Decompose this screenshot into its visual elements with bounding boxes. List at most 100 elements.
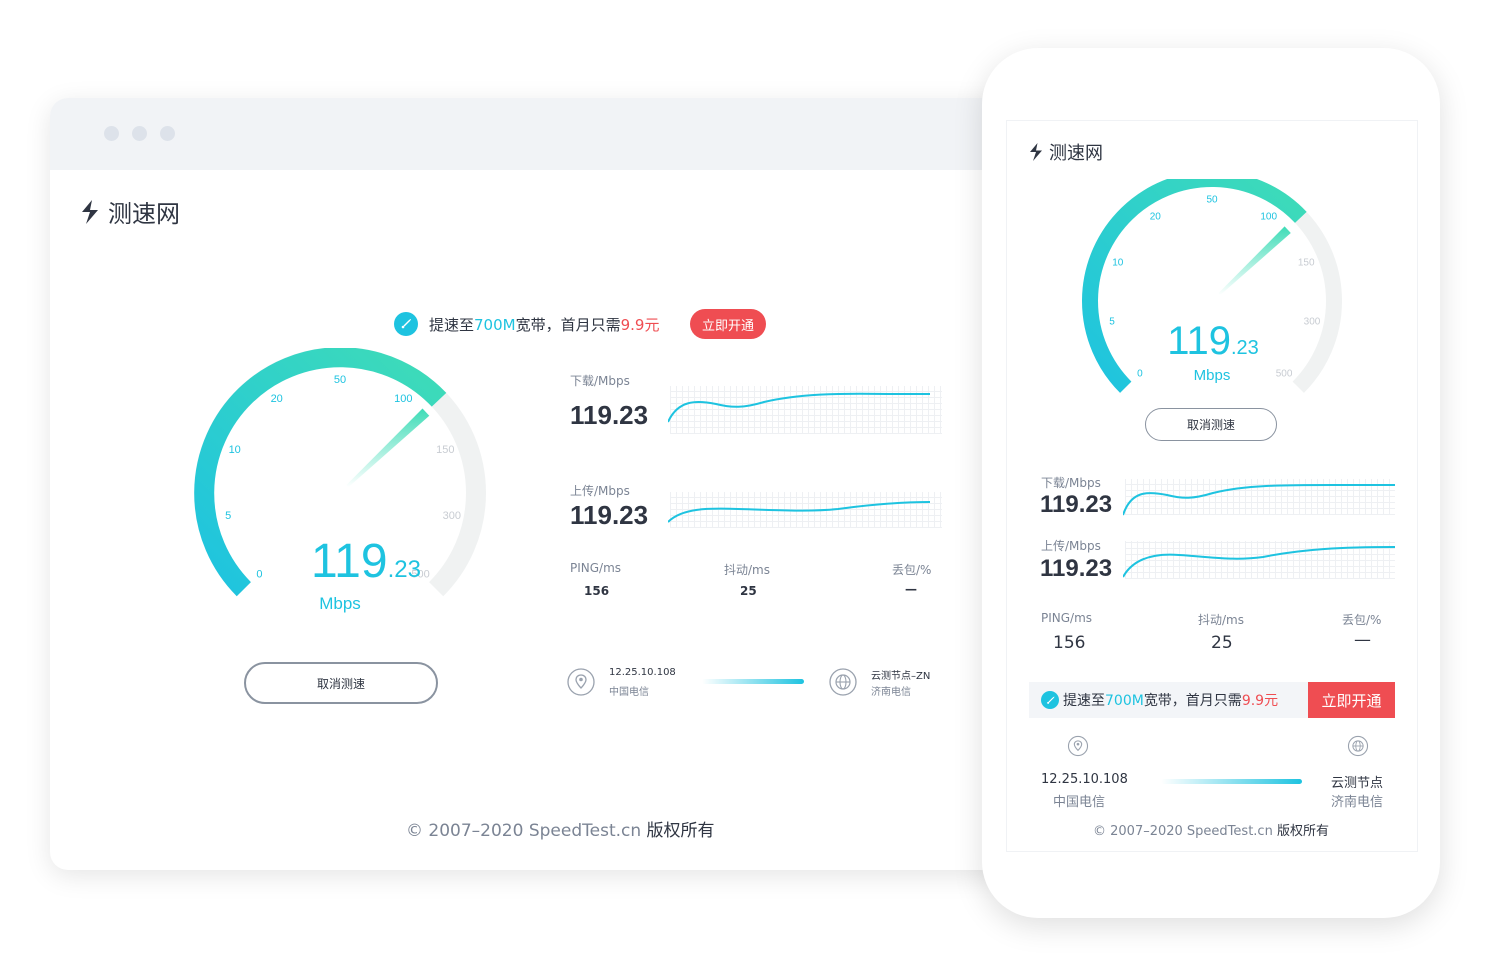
mobile-packet-loss-value: — — [1354, 630, 1371, 650]
connection-progress — [702, 679, 804, 684]
gauge-tick-label: 20 — [271, 393, 283, 405]
promo-mid: 宽带，首月只需 — [515, 316, 621, 334]
footer-rights: 版权所有 — [646, 821, 715, 841]
mobile-jitter-value: 25 — [1211, 633, 1233, 653]
mobile-download-label: 下载/Mbps — [1041, 476, 1101, 490]
gauge-tick-label: 300 — [443, 510, 461, 522]
upload-label: 上传/Mbps — [570, 484, 630, 498]
mobile-globe-icon — [1347, 735, 1369, 757]
mobile-promo-activate-button[interactable]: 立即开通 — [1308, 682, 1395, 718]
speedtest-logo-icon — [1030, 143, 1042, 161]
upload-chart — [668, 501, 931, 523]
mobile-jitter-label: 抖动/ms — [1198, 613, 1244, 627]
footer-copyright: © 2007–2020 SpeedTest.cn 版权所有 — [406, 816, 715, 841]
mobile-screen: 测速网 0 5 10 20 50 100 150 300 500 119.23 Mbps 取 — [1006, 120, 1418, 852]
server-name: 云测节点–ZN — [871, 671, 931, 682]
mobile-brand-logo[interactable]: 测速网 — [1027, 139, 1103, 165]
mobile-promo-text: 提速至700M宽带，首月只需9.9元 — [1063, 690, 1278, 710]
gauge-tick-label: 300 — [1304, 316, 1321, 327]
gauge-needle — [346, 408, 430, 488]
gauge-tick-label: 5 — [225, 510, 231, 522]
mobile-promo-mid: 宽带，首月只需 — [1143, 693, 1242, 709]
cancel-test-button[interactable]: 取消测速 — [244, 662, 438, 704]
gauge-tick-label: 150 — [436, 444, 454, 456]
promo-activate-button[interactable]: 立即开通 — [690, 309, 766, 339]
packet-loss-label: 丢包/% — [892, 563, 932, 577]
jitter-value: 25 — [740, 584, 757, 598]
gauge-value-int: 119 — [311, 535, 388, 588]
gauge-unit: Mbps — [319, 594, 361, 613]
packet-loss-value: — — [905, 582, 917, 596]
client-ip: 12.25.10.108 — [609, 667, 676, 678]
mobile-ping-value: 156 — [1053, 633, 1086, 653]
mobile-speed-gauge: 0 5 10 20 50 100 150 300 500 — [1082, 179, 1342, 393]
gauge-tick-label: 150 — [1298, 258, 1315, 269]
window-dot-minimize[interactable] — [132, 126, 147, 141]
gauge-tick-label: 20 — [1150, 212, 1162, 223]
window-titlebar — [50, 98, 1040, 170]
mobile-location-pin-icon — [1067, 735, 1089, 757]
speedtest-logo-icon — [82, 199, 98, 224]
mobile-client-ip: 12.25.10.108 — [1041, 772, 1128, 787]
gauge-progress-arc — [194, 348, 447, 597]
gauge-tick-label: 10 — [229, 444, 241, 456]
gauge-tick-label: 0 — [256, 569, 262, 581]
mobile-gauge-progress-arc — [1082, 179, 1307, 393]
brand-logo[interactable]: 测速网 — [78, 194, 180, 229]
download-value: 119.23 — [570, 400, 649, 430]
mobile-download-value: 119.23 — [1040, 491, 1113, 518]
gauge-tick-label: 500 — [1276, 369, 1293, 380]
mobile-promo-price: 9.9元 — [1241, 693, 1279, 709]
mobile-promo-prefix: 提速至 — [1063, 693, 1105, 709]
window-dot-maximize[interactable] — [160, 126, 175, 141]
mobile-gauge-needle — [1218, 226, 1291, 296]
gauge-tick-label: 5 — [1109, 316, 1115, 327]
mobile-upload-value: 119.23 — [1040, 555, 1113, 582]
footer-copyright-text: © 2007–2020 SpeedTest.cn — [406, 821, 642, 841]
ping-label: PING/ms — [570, 561, 622, 575]
mobile-rocket-icon — [1041, 691, 1059, 709]
gauge-tick-label: 500 — [411, 569, 429, 581]
server-isp: 济南电信 — [871, 687, 911, 698]
gauge-tick-label: 50 — [1206, 195, 1218, 206]
download-line — [668, 392, 930, 423]
brand-name: 测速网 — [108, 200, 180, 228]
mobile-footer-rights: 版权所有 — [1276, 824, 1329, 839]
globe-icon — [829, 668, 857, 696]
client-isp: 中国电信 — [609, 687, 649, 698]
mobile-device: 测速网 0 5 10 20 50 100 150 300 500 119.23 Mbps 取 — [982, 48, 1440, 918]
promo-text: 提速至700M宽带，首月只需9.9元 — [429, 314, 659, 335]
gauge-tick-label: 100 — [1260, 212, 1277, 223]
download-label: 下载/Mbps — [570, 374, 630, 388]
upload-line — [668, 501, 931, 523]
mobile-promo-speed: 700M — [1105, 693, 1144, 709]
window-dot-close[interactable] — [104, 126, 119, 141]
gauge-tick-label: 0 — [1137, 369, 1143, 380]
mobile-upload-line — [1123, 546, 1396, 578]
promo-price: 9.9元 — [620, 316, 660, 334]
mobile-cancel-test-button[interactable]: 取消测速 — [1145, 408, 1277, 441]
mobile-gauge-value: 119.23 — [1133, 319, 1293, 364]
gauge-value: 119.23 — [286, 534, 446, 589]
gauge-tick-label: 100 — [394, 393, 412, 405]
mobile-client-isp: 中国电信 — [1053, 795, 1106, 810]
upload-value: 119.23 — [570, 500, 649, 530]
gauge-tick-label: 10 — [1112, 258, 1124, 269]
location-pin-icon — [567, 668, 595, 696]
mobile-connection-progress — [1161, 779, 1302, 784]
mobile-ping-label: PING/ms — [1041, 611, 1093, 625]
gauge-tick-label: 50 — [334, 374, 346, 386]
mobile-brand-name: 测速网 — [1049, 143, 1103, 164]
ping-value: 156 — [584, 584, 610, 598]
mobile-promo-bar — [1029, 682, 1309, 718]
mobile-gauge-value-int: 119 — [1167, 319, 1231, 363]
mobile-server-name: 云测节点 — [1331, 776, 1384, 791]
mobile-upload-label: 上传/Mbps — [1041, 539, 1101, 553]
jitter-label: 抖动/ms — [724, 563, 770, 577]
mobile-download-line — [1123, 484, 1395, 516]
mobile-upload-chart — [1123, 546, 1396, 578]
mobile-footer-copyright: © 2007–2020 SpeedTest.cn 版权所有 — [1093, 820, 1329, 839]
mobile-download-chart — [1123, 484, 1395, 516]
promo-speed: 700M — [474, 316, 516, 334]
speed-gauge: 0 5 10 20 50 100 150 300 500 — [194, 348, 486, 597]
